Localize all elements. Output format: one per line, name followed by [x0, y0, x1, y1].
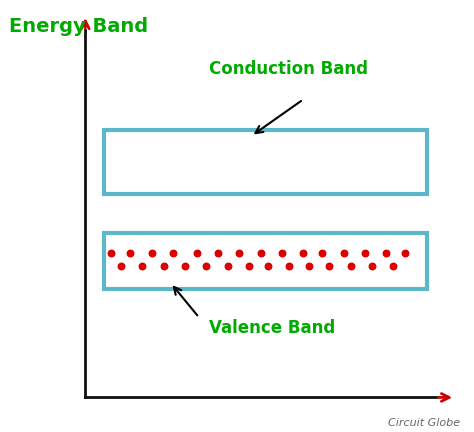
- Point: [285, 262, 293, 269]
- Point: [347, 262, 355, 269]
- Point: [181, 262, 189, 269]
- Point: [305, 262, 313, 269]
- Point: [202, 262, 210, 269]
- Point: [236, 249, 243, 256]
- Point: [340, 249, 347, 256]
- Point: [257, 249, 264, 256]
- Point: [361, 249, 369, 256]
- Point: [390, 262, 397, 269]
- Text: Circuit Globe: Circuit Globe: [388, 418, 460, 428]
- Point: [169, 249, 177, 256]
- Point: [278, 249, 286, 256]
- Text: Conduction Band: Conduction Band: [209, 60, 367, 78]
- Point: [224, 262, 231, 269]
- Point: [300, 249, 307, 256]
- Point: [193, 249, 201, 256]
- Point: [127, 249, 134, 256]
- Point: [214, 249, 222, 256]
- Point: [138, 262, 146, 269]
- Point: [264, 262, 272, 269]
- Point: [383, 249, 390, 256]
- Text: Valence Band: Valence Band: [209, 319, 335, 337]
- Text: Energy Band: Energy Band: [9, 17, 149, 36]
- Point: [160, 262, 167, 269]
- Point: [245, 262, 253, 269]
- Bar: [104, 130, 427, 194]
- Point: [117, 262, 125, 269]
- Point: [368, 262, 376, 269]
- Point: [319, 249, 326, 256]
- Point: [108, 249, 115, 256]
- Point: [401, 249, 409, 256]
- Bar: [104, 233, 427, 289]
- Point: [148, 249, 155, 256]
- Point: [326, 262, 333, 269]
